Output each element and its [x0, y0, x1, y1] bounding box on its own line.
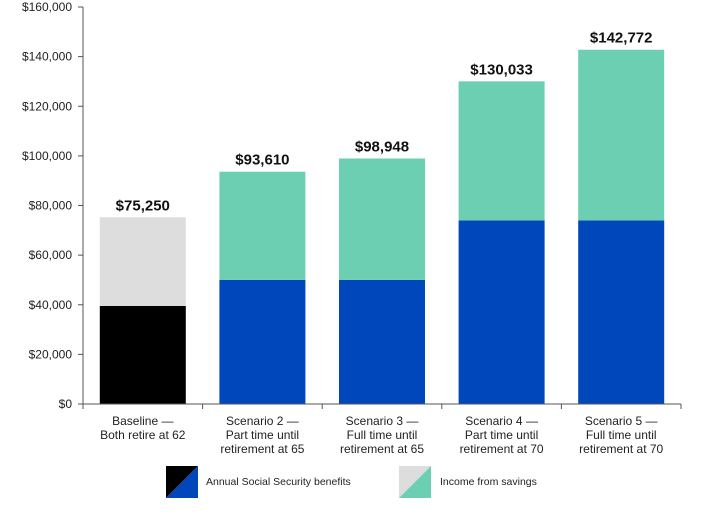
total-label: $98,948	[355, 138, 409, 155]
legend-swatch-savings	[399, 466, 431, 498]
x-category-label: Baseline —	[112, 414, 173, 428]
x-category-label: retirement at 65	[340, 442, 424, 456]
legend-swatch-benefits	[166, 466, 198, 498]
y-tick-label: $100,000	[22, 149, 72, 163]
x-category-label: Scenario 4 —	[465, 414, 538, 428]
x-category-label: Scenario 3 —	[346, 414, 419, 428]
total-labels: $75,250 $93,610 $98,948 $130,033 $142,772	[116, 30, 653, 215]
x-category-label: Both retire at 62	[100, 428, 186, 442]
legend: Annual Social Security benefits Income fr…	[166, 466, 537, 498]
y-tick-label: $80,000	[29, 199, 73, 213]
x-category-label: Scenario 5 —	[585, 414, 658, 428]
bar-social-security	[219, 279, 306, 404]
x-category-label: retirement at 70	[460, 442, 544, 456]
total-label: $93,610	[235, 152, 289, 169]
x-category-label: Full time until	[347, 428, 418, 442]
y-tick-label: $20,000	[29, 347, 73, 361]
bar-social-security	[99, 305, 186, 404]
bar-savings	[339, 158, 425, 280]
bar-savings	[578, 49, 665, 221]
legend-label-savings: Income from savings	[440, 476, 537, 488]
bar-social-security	[339, 279, 425, 404]
y-tick-label: $40,000	[29, 298, 73, 312]
y-tick-label: $120,000	[22, 99, 72, 113]
bars	[99, 49, 665, 404]
x-category-label: Part time until	[465, 428, 538, 442]
x-category-label: Part time until	[226, 428, 299, 442]
bar-social-security	[458, 220, 545, 404]
y-tick-label: $140,000	[22, 50, 72, 64]
bar-savings	[99, 217, 186, 306]
bar-social-security	[578, 220, 665, 404]
x-category-label: retirement at 65	[220, 442, 304, 456]
total-label: $142,772	[590, 30, 653, 47]
total-label: $130,033	[470, 61, 533, 78]
bar-savings	[458, 81, 545, 221]
y-tick-label: $0	[59, 397, 73, 411]
y-axis: $0 $20,000 $40,000 $60,000 $80,000 $100,000 $1…	[22, 0, 84, 411]
legend-label-benefits: Annual Social Security benefits	[206, 476, 351, 488]
total-label: $75,250	[116, 197, 170, 214]
x-category-label: Scenario 2 —	[226, 414, 299, 428]
y-tick-label: $160,000	[22, 0, 72, 14]
bar-savings	[219, 171, 306, 280]
y-tick-label: $60,000	[29, 248, 73, 262]
x-category-label: retirement at 70	[579, 442, 663, 456]
x-category-label: Full time until	[586, 428, 657, 442]
